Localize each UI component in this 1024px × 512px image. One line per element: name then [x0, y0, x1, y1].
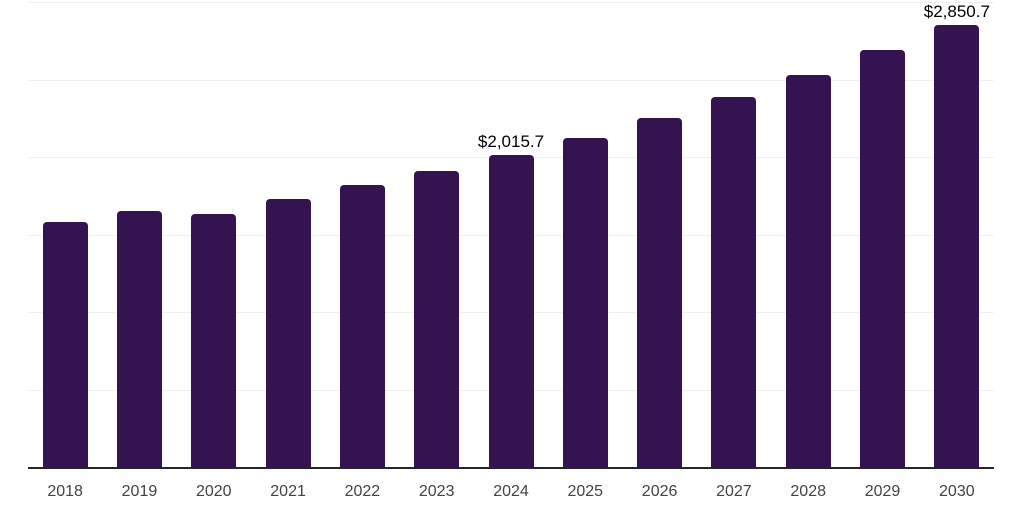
bar-2021	[265, 198, 311, 467]
x-tick-label-2023: 2023	[418, 483, 455, 500]
bar-2022	[339, 185, 385, 467]
bar-2028	[785, 74, 831, 467]
x-tick-label-2028: 2028	[790, 483, 826, 500]
x-tick-label-2026: 2026	[641, 483, 678, 500]
x-tick-label-2018: 2018	[47, 483, 83, 500]
bar-2024	[488, 154, 534, 467]
bar-2019	[116, 210, 162, 467]
x-tick-label-2027: 2027	[716, 483, 752, 500]
data-label-2024: $2,015.7	[477, 131, 545, 151]
x-axis-line	[28, 467, 994, 469]
x-tick-label-2029: 2029	[864, 483, 901, 500]
x-tick-label-2019: 2019	[121, 483, 158, 500]
bar-2027	[711, 97, 757, 467]
bar-2029	[860, 49, 906, 467]
x-tick-label-2021: 2021	[270, 483, 306, 500]
bar-2026	[637, 118, 683, 467]
data-label-2030: $2,850.7	[923, 2, 990, 22]
x-tick-label-2022: 2022	[344, 483, 381, 500]
x-tick-label-2025: 2025	[567, 483, 604, 500]
bar-2020	[191, 214, 237, 467]
gridline-3000	[28, 2, 994, 3]
x-tick-label-2020: 2020	[195, 483, 232, 500]
bar-2030	[934, 25, 980, 467]
bar-2025	[562, 138, 608, 467]
x-tick-label-2024: 2024	[493, 483, 529, 500]
bar-2018	[42, 222, 88, 467]
x-tick-label-2030: 2030	[939, 483, 975, 500]
gridline-2500	[28, 79, 994, 81]
bar-2023	[414, 170, 460, 467]
